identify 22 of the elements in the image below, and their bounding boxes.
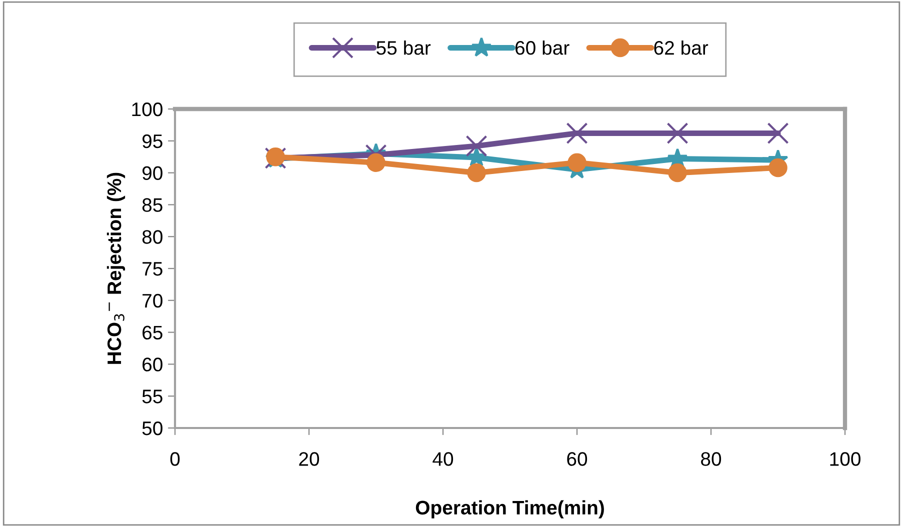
x-tick-label: 60 [567, 452, 588, 466]
y-tick-label: 50 [142, 421, 162, 436]
y-tick-label: 65 [142, 326, 162, 340]
legend-label: 62 bar [654, 40, 708, 55]
x-tick-label: 40 [432, 452, 454, 466]
y-tick-label: 70 [142, 294, 162, 308]
y-tick-label: 75 [142, 262, 162, 276]
y-axis-title: HCO$_{3}$$^{−}$ Rejection (%) [106, 172, 126, 364]
y-tick-label: 85 [142, 198, 162, 212]
y-tick-label: 95 [142, 134, 162, 148]
y-tick-label: 55 [142, 390, 162, 404]
x-tick-label: 20 [299, 452, 320, 466]
y-tick-label: 100 [132, 102, 162, 116]
y-tick-label: 60 [142, 358, 162, 372]
x-tick-label: 80 [701, 452, 722, 466]
x-tick-label: 0 [170, 452, 180, 466]
x-axis-title: Operation Time(min) [416, 500, 604, 518]
x-tick-label: 100 [830, 452, 860, 466]
legend-label: 60 bar [516, 40, 570, 55]
y-tick-label: 80 [142, 230, 162, 244]
legend-label: 55 bar [376, 40, 431, 55]
y-tick-label: 90 [142, 166, 162, 180]
